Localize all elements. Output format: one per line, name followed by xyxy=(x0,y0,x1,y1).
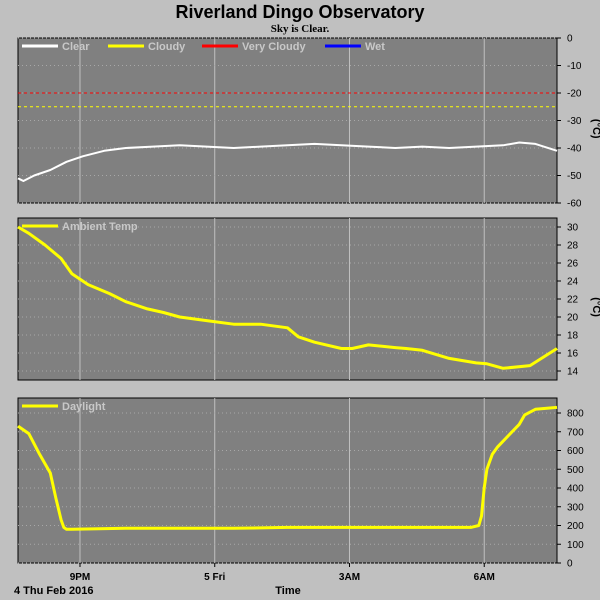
y-tick-label: 600 xyxy=(567,446,584,457)
x-axis-ticks: 9PM 5 Fri 3AM 6AM xyxy=(70,563,495,583)
plot-area xyxy=(17,37,558,204)
y-tick-label: 100 xyxy=(567,540,584,551)
y-tick-label: 500 xyxy=(567,465,584,476)
y-tick-label: 700 xyxy=(567,427,584,438)
y-tick-label: 400 xyxy=(567,484,584,495)
y-tick-label: 22 xyxy=(567,295,579,306)
y-tick-label: 26 xyxy=(567,259,579,270)
y-tick-label: 30 xyxy=(567,223,579,234)
plot-area xyxy=(17,397,558,564)
x-axis-label: Time xyxy=(275,585,300,597)
y-tick-label: 200 xyxy=(567,521,584,532)
y-tick-label: -30 xyxy=(567,116,582,127)
unit-label: (°C) xyxy=(590,297,600,317)
x-tick-label: 6AM xyxy=(474,572,495,583)
legend-entry: Ambient Temp xyxy=(62,221,138,233)
x-tick-label: 9PM xyxy=(70,572,91,583)
legend-entry: Cloudy xyxy=(148,41,186,53)
y-tick-label: 14 xyxy=(567,367,579,378)
y-tick-label: 300 xyxy=(567,502,584,513)
y-tick-label: 0 xyxy=(567,34,573,45)
y-tick-label: -10 xyxy=(567,61,582,72)
y-tick-label: -60 xyxy=(567,199,582,210)
y-tick-label: 20 xyxy=(567,313,579,324)
chart-subtitle: Sky is Clear. xyxy=(271,23,330,35)
y-tick-label: -20 xyxy=(567,89,582,100)
y-tick-label: 800 xyxy=(567,409,584,420)
legend-entry: Very Cloudy xyxy=(242,41,306,53)
ambient-temp-panel: 30 28 26 24 22 20 18 16 14 (°C) Ambient Temp xyxy=(17,217,600,381)
cloud-panel: 0 -10 -20 -30 -40 -50 -60 (°C) Clear Cloudy Very C… xyxy=(17,34,600,210)
unit-label: (°C) xyxy=(590,119,600,139)
y-tick-label: 28 xyxy=(567,241,579,252)
chart-title: Riverland Dingo Observatory xyxy=(175,2,424,22)
plot-area xyxy=(17,217,558,381)
y-tick-label: 0 xyxy=(567,559,573,570)
legend-entry: Clear xyxy=(62,41,90,53)
x-tick-label: 5 Fri xyxy=(204,572,225,583)
y-tick-label: -50 xyxy=(567,171,582,182)
daylight-panel: 800 700 600 500 400 300 200 100 0 Daylight xyxy=(17,397,584,570)
series-line xyxy=(17,225,558,370)
legend-entry: Wet xyxy=(365,41,385,53)
y-tick-label: -40 xyxy=(567,144,582,155)
y-tick-label: 16 xyxy=(567,349,579,360)
series-line xyxy=(17,405,558,531)
legend-entry: Daylight xyxy=(62,401,106,413)
date-label: 4 Thu Feb 2016 xyxy=(14,585,93,597)
y-tick-label: 18 xyxy=(567,331,579,342)
series-line xyxy=(17,141,558,182)
x-tick-label: 3AM xyxy=(339,572,360,583)
y-tick-label: 24 xyxy=(567,277,579,288)
